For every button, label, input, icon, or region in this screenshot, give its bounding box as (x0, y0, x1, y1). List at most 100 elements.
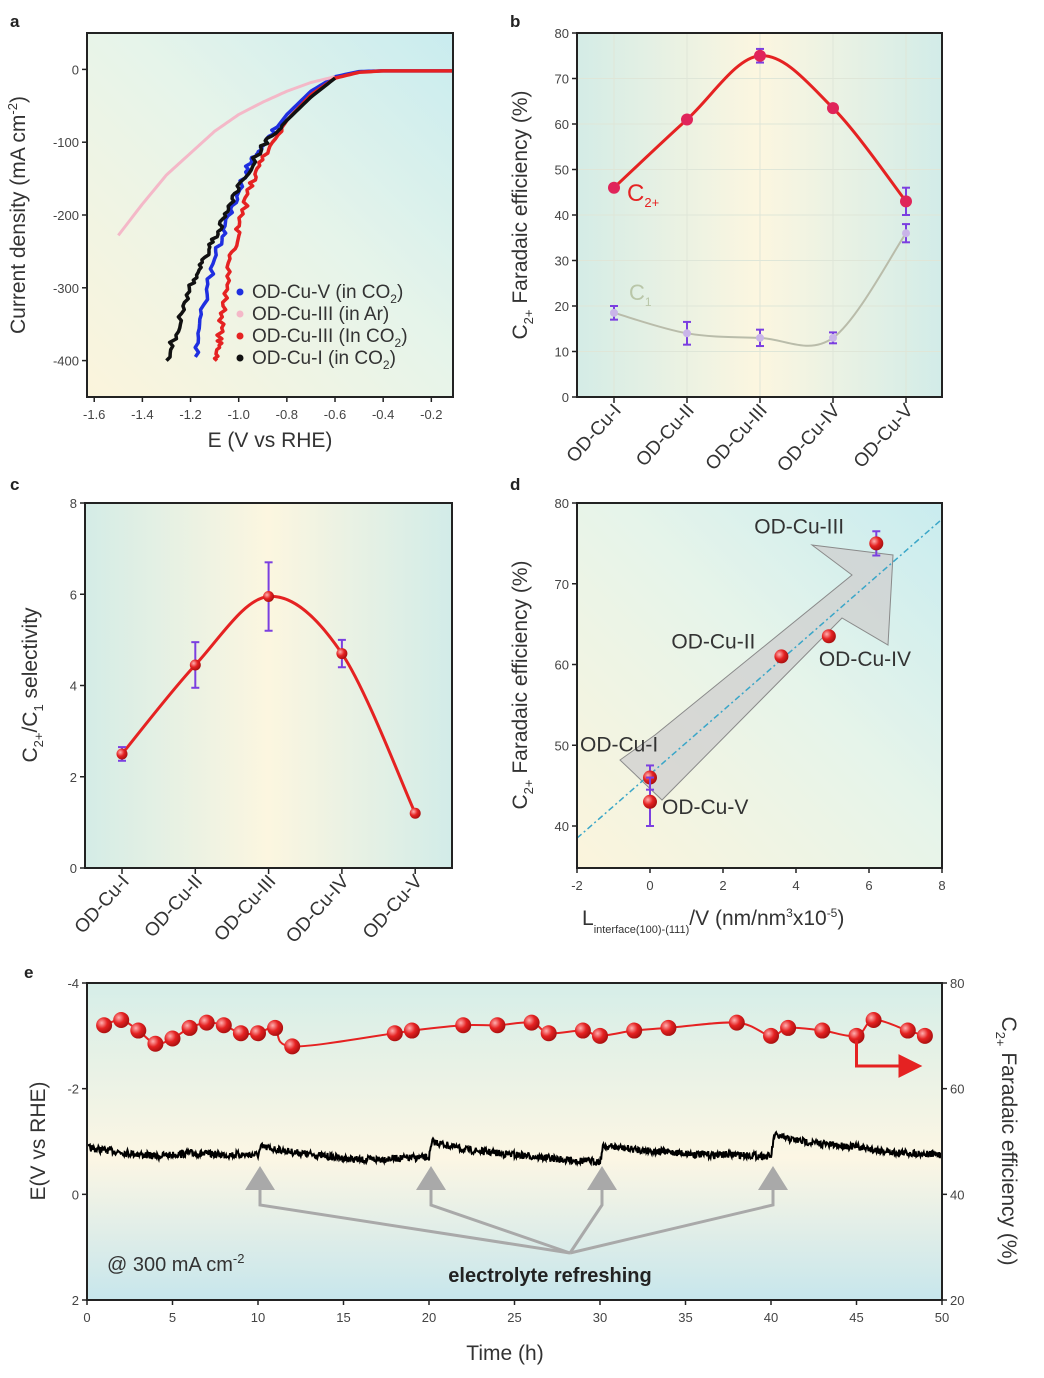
legend-label-main: OD-Cu-III (In CO (252, 326, 395, 347)
selectivity-data-point (263, 591, 275, 603)
fe-data-point (113, 1011, 130, 1028)
panel-label-b: b (510, 12, 520, 31)
y-tick-label: 4 (70, 679, 77, 694)
selectivity-data-point (336, 648, 348, 660)
plot-frame (576, 502, 943, 869)
fe-data-point (626, 1022, 643, 1039)
x-tick-label: -1.0 (227, 407, 249, 422)
fe-data-point (164, 1030, 181, 1047)
y-tick-label: 2 (72, 1293, 79, 1308)
panel-label-d: d (510, 475, 520, 494)
xlabel-x10: x10 (793, 907, 827, 930)
x-tick-label: -2 (571, 878, 583, 893)
trend-arrow (619, 544, 894, 801)
current-density-annotation: @ 300 mA cm-2 (107, 1251, 244, 1276)
panel-e-ylabel-right: C2+ Faradaic efficiency (%) (993, 1016, 1020, 1265)
y-tick-label: 0 (72, 62, 79, 77)
y-tick-label: -400 (53, 354, 79, 369)
fe-data-point (865, 1011, 882, 1028)
legend-label: OD-Cu-III (in Ar) (252, 304, 389, 325)
y-tick-label: 40 (950, 1187, 964, 1202)
x-tick-label: OD-Cu-III (702, 400, 772, 474)
ylabel-c: C (997, 1016, 1020, 1031)
panel-e-xlabel: Time (h) (466, 1342, 543, 1365)
legend-label-end: ) (401, 326, 407, 347)
ylabel-rest: Faradaic efficiency (%) (509, 90, 532, 309)
fe-data-point (814, 1022, 831, 1039)
y-tick-label: 70 (555, 72, 569, 87)
fe-data-point (899, 1022, 916, 1039)
panel-d-ylabel: C2+ Faradaic efficiency (%) (509, 560, 536, 809)
y-tick-label: 70 (555, 577, 569, 592)
fe-data-point (574, 1022, 591, 1039)
x-tick-label: 50 (935, 1310, 949, 1325)
c2-data-point (608, 181, 620, 194)
x-tick-label: 5 (169, 1310, 176, 1325)
ylabel-sub: 2+ (993, 1032, 1008, 1047)
x-tick-label: 10 (251, 1310, 265, 1325)
fe-data-point (916, 1027, 933, 1044)
data-point (869, 536, 884, 551)
panel-e-ylabel-left: E(V vs RHE) (27, 1081, 50, 1200)
y-tick-label: 50 (555, 738, 569, 753)
point-label: OD-Cu-I (580, 734, 658, 757)
legend-marker (236, 354, 244, 362)
c2-series-label: C2+ (627, 180, 659, 210)
y-tick-label: -2 (67, 1082, 79, 1097)
panel-b: 0 10 20 30 40 50 60 70 80 OD-Cu-I OD-Cu-II OD-Cu-II… (555, 26, 943, 476)
y-tick-label: 20 (950, 1293, 964, 1308)
legend-label-sub: 2 (390, 292, 397, 306)
panel-a-ylabel: Current density (mA cm-2) (5, 96, 30, 334)
x-tick-label: 30 (593, 1310, 607, 1325)
x-tick-label: OD-Cu-II (632, 400, 698, 471)
fe-data-point (660, 1019, 677, 1036)
ylabel-rest: selectivity (19, 607, 42, 704)
y-tick-label: 10 (555, 345, 569, 360)
plot-background (87, 33, 453, 397)
right-axis-arrow (855, 1040, 923, 1078)
legend-label: OD-Cu-III (In CO2) (252, 326, 408, 350)
panel-label-a: a (10, 12, 20, 31)
x-tick-label: 20 (422, 1310, 436, 1325)
c1-label-main: C (629, 280, 645, 305)
series-line-od-cu-iii-in-ar- (117, 75, 336, 237)
plot-background (85, 503, 452, 868)
refresh-arrow (568, 1166, 617, 1254)
selectivity-data-point (116, 748, 128, 760)
legend-label-main: OD-Cu-III (in Ar) (252, 304, 389, 325)
legend-label-end: ) (390, 348, 396, 369)
fe-data-point (780, 1019, 797, 1036)
legend-marker (236, 332, 244, 340)
xlabel-sup2: -5 (827, 906, 838, 920)
fe-data-point (489, 1017, 506, 1034)
ylabel-rest: Faradaic efficiency (%) (509, 560, 532, 779)
c1-data-point (902, 229, 910, 238)
panel-a-xlabel: E (V vs RHE) (208, 429, 333, 452)
x-tick-label: -0.8 (276, 407, 298, 422)
y-tick-label: -100 (53, 135, 79, 150)
c2-data-point (681, 113, 693, 126)
c1-series-line (613, 232, 907, 347)
y-tick-label: 60 (950, 1082, 964, 1097)
x-tick-label: -1.6 (83, 407, 105, 422)
fe-data-point (728, 1014, 745, 1031)
refresh-arrow (416, 1166, 571, 1255)
c1-series-label: C1 (629, 280, 652, 309)
c2-data-point (900, 195, 912, 208)
ylabel-sub: 2+ (521, 780, 536, 795)
y-tick-label: 0 (562, 390, 569, 405)
fe-data-point (198, 1014, 215, 1031)
panel-b-ylabel: C2+ Faradaic efficiency (%) (509, 90, 536, 339)
x-tick-label: 0 (83, 1310, 90, 1325)
refresh-arrow (245, 1166, 571, 1255)
fit-line (576, 518, 943, 839)
x-tick-label: 15 (336, 1310, 350, 1325)
point-label: OD-Cu-IV (819, 648, 911, 671)
y-tick-label: 40 (555, 819, 569, 834)
ylabel-c: C (509, 794, 532, 809)
fe-data-point (523, 1014, 540, 1031)
panel-d: OD-Cu-I OD-Cu-V OD-Cu-II OD-Cu-IV OD-Cu-III 4… (555, 496, 946, 893)
c2-label-sub: 2+ (644, 195, 659, 210)
x-tick-label: 2 (719, 878, 726, 893)
